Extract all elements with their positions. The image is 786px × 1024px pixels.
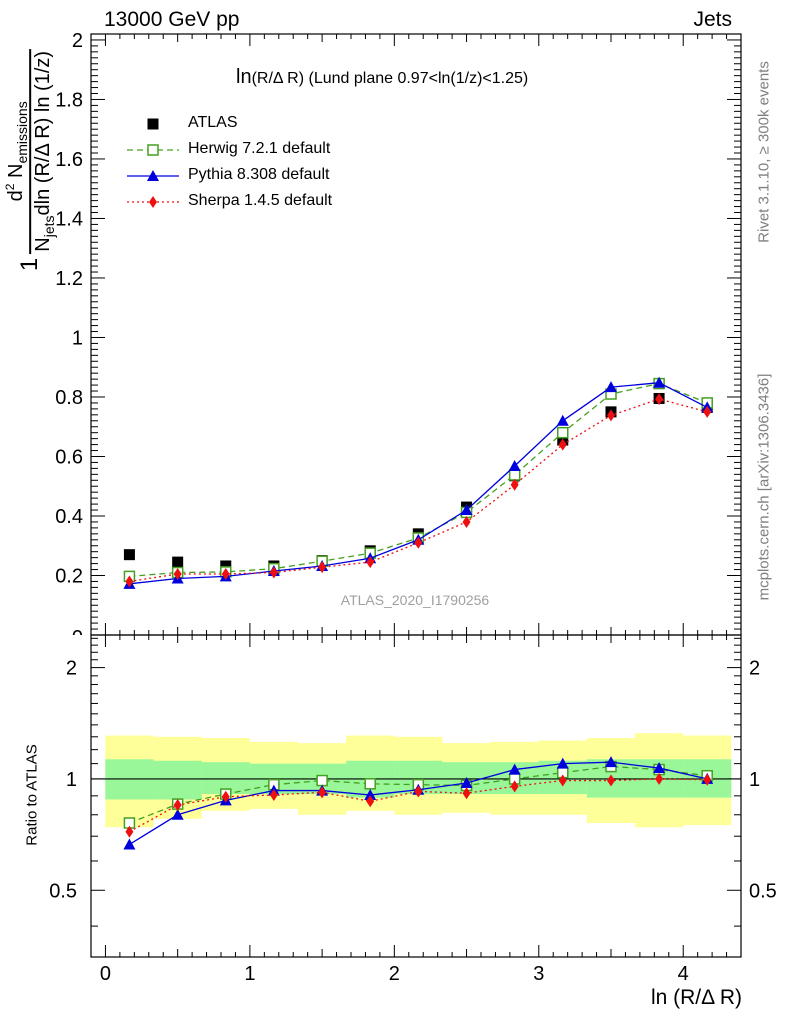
ratio-point <box>414 785 423 798</box>
data-point <box>123 549 135 561</box>
main-y-tick-label: 2 <box>72 30 83 52</box>
analysis-watermark: ATLAS_2020_I1790256 <box>340 592 490 608</box>
ratio-point <box>221 790 230 803</box>
ratio-y-tick-label-right: 0.5 <box>749 880 777 902</box>
ratio-point <box>171 808 184 820</box>
data-point <box>172 556 184 568</box>
ratio-point <box>605 756 617 768</box>
ratio-point <box>123 838 136 850</box>
chart-title: ln(R/Δ R) (Lund plane 0.97<ln(1/z)<1.25) <box>236 66 528 89</box>
ratio-point <box>460 776 473 788</box>
main-y-tick-label: 1.6 <box>55 149 83 171</box>
data-point <box>125 575 134 588</box>
header-energy-label: 13000 GeV pp <box>104 8 240 31</box>
ratio-point <box>510 780 519 793</box>
data-point <box>605 381 617 393</box>
ratio-band-green <box>153 760 202 800</box>
data-point <box>460 504 473 516</box>
legend-marker <box>147 118 159 130</box>
x-tick-label: 2 <box>389 963 400 985</box>
legend-marker <box>147 144 159 156</box>
main-series-herwig <box>123 377 713 583</box>
legend-label-herwig: Herwig 7.2.1 default <box>188 140 331 157</box>
data-point <box>221 568 230 581</box>
main-series-sherpa <box>125 393 712 588</box>
main-y-tick-label: 1.4 <box>55 208 83 230</box>
data-point <box>558 438 567 451</box>
ratio-point <box>125 825 134 838</box>
ratio-y-tick-label-left: 0.5 <box>49 880 77 902</box>
x-tick-label: 3 <box>533 963 544 985</box>
ratio-point <box>703 773 712 786</box>
data-point <box>220 560 232 572</box>
ratio-point <box>462 787 471 800</box>
x-axis-label: ln (R/Δ R) <box>650 986 742 1009</box>
data-point <box>508 469 521 481</box>
data-point <box>557 426 569 439</box>
main-y-tick-label: 1.8 <box>55 89 83 111</box>
legend-symbols <box>127 118 179 208</box>
chart-title-cut: (Lund plane 0.97<ln(1/z)<1.25) <box>308 70 529 87</box>
ratio-point <box>173 799 182 812</box>
ratio-point <box>366 795 375 808</box>
data-point <box>655 393 664 406</box>
data-point <box>269 566 278 579</box>
ratio-point <box>318 786 327 799</box>
main-series-pythia <box>123 376 714 589</box>
data-point <box>414 536 423 549</box>
data-point <box>653 376 666 388</box>
data-point <box>173 568 182 581</box>
main-y-tick-label: 0.4 <box>55 506 83 528</box>
data-point <box>366 556 375 569</box>
chart-title-ln: ln <box>236 66 252 88</box>
main-y-tick-label: 0.2 <box>55 565 83 587</box>
header-jets-label: Jets <box>693 8 732 31</box>
main-y-tick-label-zero: 0 <box>72 627 83 649</box>
legend-label-atlas: ATLAS <box>188 114 238 131</box>
x-tick-label: 4 <box>678 963 689 985</box>
legend-marker <box>149 196 157 208</box>
main-y-axis-ticks: 0.2 0.4 0.6 0.8 1 1.2 1.4 1.6 1.8 2 0 <box>55 30 741 649</box>
data-point <box>318 561 327 574</box>
ratio-point <box>364 778 376 790</box>
x-tick-label: 0 <box>100 963 111 985</box>
ratio-y-tick-label-left: 2 <box>66 658 77 680</box>
ratio-point <box>556 757 569 769</box>
data-point <box>703 405 712 418</box>
legend-label-pythia: Pythia 8.308 default <box>188 166 330 183</box>
data-point <box>508 460 521 472</box>
ratio-point <box>364 788 377 800</box>
main-y-tick-label: 1.2 <box>55 268 83 290</box>
ratio-point <box>655 772 664 785</box>
ratio-point <box>653 762 666 774</box>
ratio-point <box>269 788 278 801</box>
ratio-point <box>508 763 521 775</box>
legend-marker <box>147 170 159 181</box>
data-point <box>607 409 615 422</box>
ratio-y-tick-label-right: 1 <box>749 769 760 791</box>
main-y-tick-label: 0.6 <box>55 446 83 468</box>
main-y-tick-label: 1 <box>72 327 83 349</box>
ratio-point <box>316 774 328 787</box>
ratio-point <box>607 774 615 787</box>
ratio-y-tick-label-right: 2 <box>749 658 760 680</box>
chart-title-ratio: (R/Δ R) <box>251 70 305 87</box>
main-y-tick-label: 0.8 <box>55 387 83 409</box>
x-axis-ticks: 0 1 2 3 4 <box>100 34 742 985</box>
x-tick-label: 1 <box>244 963 255 985</box>
ratio-y-axis-ticks: 0.5 0.5 1 1 2 2 <box>49 637 777 927</box>
ratio-point <box>558 774 567 787</box>
data-point <box>556 414 569 426</box>
data-point <box>462 515 471 528</box>
series-line <box>129 398 708 583</box>
data-point <box>510 478 519 491</box>
ratio-y-tick-label-left: 1 <box>66 769 77 791</box>
legend-label-sherpa: Sherpa 1.4.5 default <box>188 192 333 209</box>
ratio-series-sherpa <box>125 772 712 838</box>
